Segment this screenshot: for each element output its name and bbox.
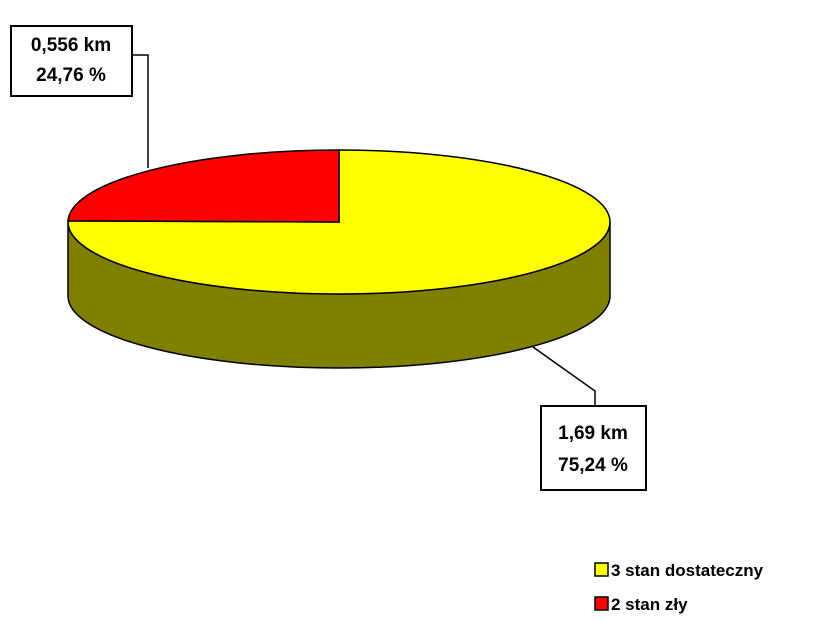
legend-swatch-2-stan-zly [594, 596, 609, 611]
pie-slice-3-stan-dostateczny [67, 149, 611, 295]
pie-layer [67, 149, 611, 369]
data-label-2-stan-zly: 0,556 km 24,76 % [10, 25, 149, 168]
leader-line-2-stan-zly [131, 54, 149, 168]
leader-line-3-stan-dostateczny [532, 346, 596, 407]
data-label-percent-3-stan-dostateczny: 75,24 % [558, 455, 628, 476]
data-label-box-2-stan-zly [10, 25, 133, 97]
data-label-3-stan-dostateczny: 1,69 km 75,24 % [532, 346, 647, 491]
data-label-value-2-stan-zly: 0,556 km [31, 35, 111, 56]
legend-swatch-3-stan-dostateczny [594, 562, 609, 577]
legend-label-3-stan-dostateczny: 3 stan dostateczny [611, 561, 764, 580]
data-label-percent-2-stan-zly: 24,76 % [36, 65, 106, 86]
legend-item-2-stan-zly: 2 stan zły [594, 595, 688, 614]
legend-item-3-stan-dostateczny: 3 stan dostateczny [594, 561, 764, 580]
pie-slice-2-stan-zly [67, 149, 340, 223]
legend-label-2-stan-zly: 2 stan zły [611, 595, 688, 614]
data-label-value-3-stan-dostateczny: 1,69 km [558, 423, 628, 444]
legend: 3 stan dostateczny 2 stan zły [594, 561, 764, 614]
data-label-box-3-stan-dostateczny [540, 405, 647, 491]
